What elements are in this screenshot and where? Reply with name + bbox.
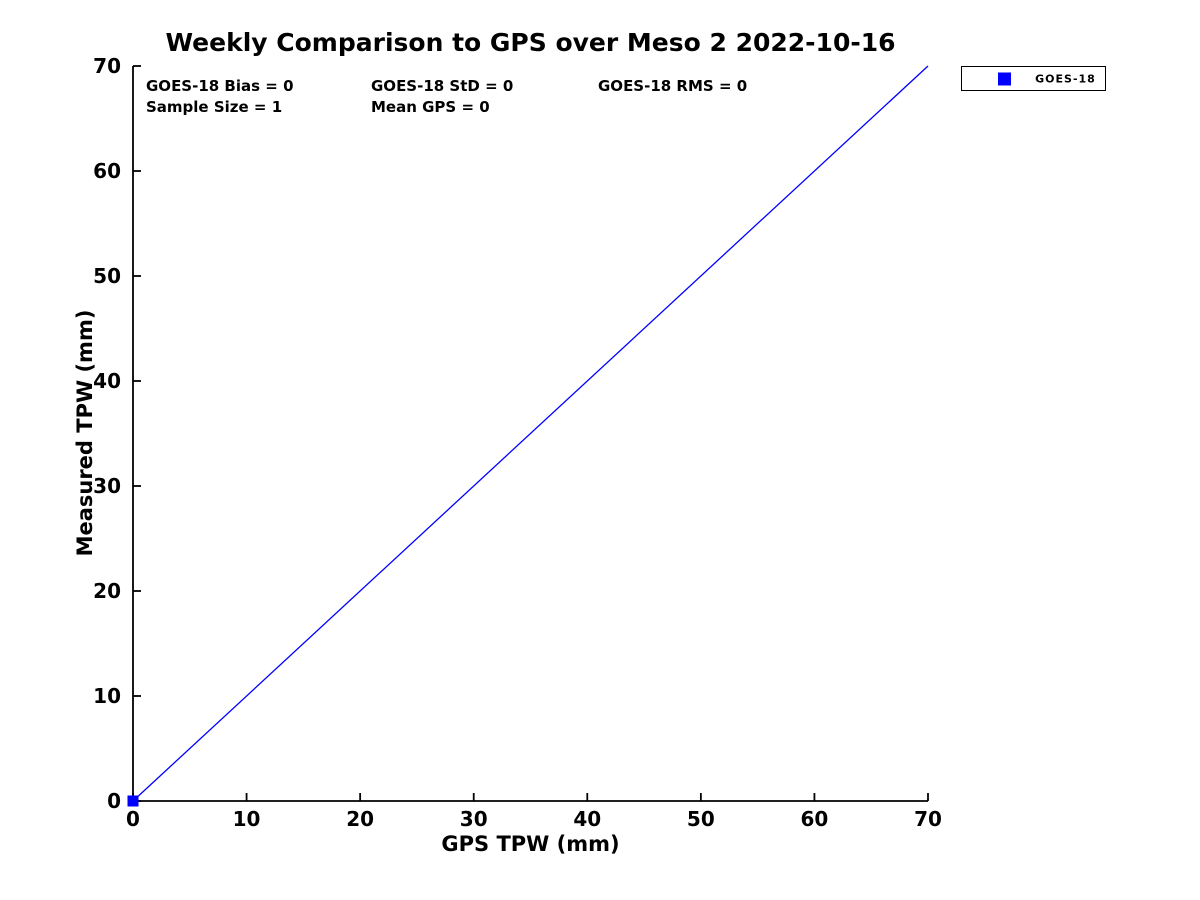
y-axis-label: Measured TPW (mm)	[73, 309, 97, 557]
y-tick-label: 40	[93, 369, 121, 393]
stat-sample-size: Sample Size = 1	[146, 98, 283, 116]
x-tick-label: 50	[687, 807, 715, 831]
y-tick-label: 60	[93, 159, 121, 183]
legend: GOES-18	[961, 66, 1106, 91]
identity-line	[132, 65, 929, 802]
y-tick-label: 70	[93, 54, 121, 78]
legend-entry-label: GOES-18	[1035, 72, 1096, 85]
stat-rms: GOES-18 RMS = 0	[598, 77, 748, 95]
x-tick-label: 0	[126, 807, 140, 831]
data-point-marker	[127, 795, 139, 807]
y-tick-label: 20	[93, 579, 121, 603]
stat-std: GOES-18 StD = 0	[371, 77, 514, 95]
x-tick-label: 60	[801, 807, 829, 831]
y-tick-label: 0	[107, 789, 121, 813]
x-axis-label: GPS TPW (mm)	[441, 832, 620, 856]
x-tick-label: 10	[233, 807, 261, 831]
stat-bias: GOES-18 Bias = 0	[146, 77, 294, 95]
x-tick-label: 40	[573, 807, 601, 831]
x-tick-label: 70	[914, 807, 942, 831]
x-tick-label: 30	[460, 807, 488, 831]
x-tick-label: 20	[346, 807, 374, 831]
y-tick-label: 50	[93, 264, 121, 288]
stat-mean-gps: Mean GPS = 0	[371, 98, 490, 116]
y-tick-label: 30	[93, 474, 121, 498]
y-tick-label: 10	[93, 684, 121, 708]
chart-title: Weekly Comparison to GPS over Meso 2 202…	[165, 28, 896, 57]
legend-square-marker-icon	[998, 72, 1011, 85]
